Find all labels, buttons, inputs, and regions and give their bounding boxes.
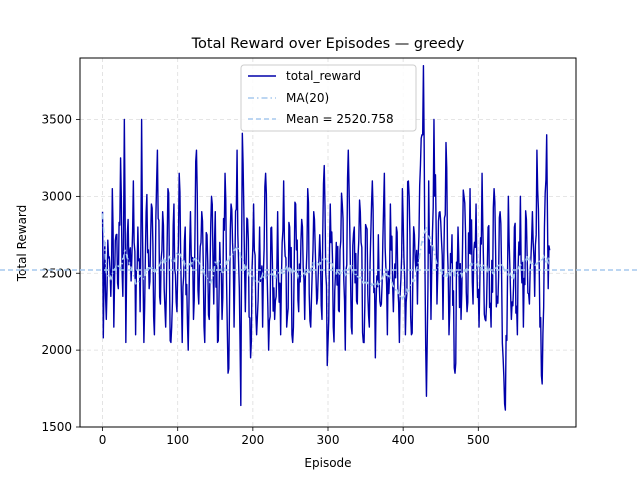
legend-box — [240, 64, 417, 132]
series-ma20-line — [101, 213, 551, 301]
series-total-reward-line — [101, 64, 551, 411]
x-axis-ticks: 0 100 200 300 400 500 — [99, 427, 490, 447]
y-tick-label: 2000 — [41, 343, 72, 357]
x-tick-label: 0 — [99, 433, 107, 447]
legend-label-mean: Mean = 2520.758 — [286, 112, 394, 126]
y-tick-label: 2500 — [41, 266, 72, 280]
x-tick-label: 300 — [317, 433, 340, 447]
x-tick-label: 200 — [241, 433, 264, 447]
legend-label-ma: MA(20) — [286, 91, 329, 105]
plot-area — [101, 64, 551, 411]
y-tick-label: 3500 — [41, 113, 72, 127]
x-tick-label: 100 — [166, 433, 189, 447]
legend-label-total-reward: total_reward — [286, 69, 361, 83]
y-tick-label: 3000 — [41, 189, 72, 203]
x-tick-label: 500 — [467, 433, 490, 447]
y-tick-label: 1500 — [41, 420, 72, 434]
y-axis-ticks: 1500 2000 2500 3000 3500 — [41, 113, 80, 434]
x-tick-label: 400 — [392, 433, 415, 447]
x-axis-label: Episode — [304, 456, 351, 470]
chart-title: Total Reward over Episodes — greedy — [191, 36, 465, 52]
y-axis-label: Total Reward — [15, 205, 29, 283]
legend: total_reward MA(20) Mean = 2520.758 — [240, 64, 417, 132]
